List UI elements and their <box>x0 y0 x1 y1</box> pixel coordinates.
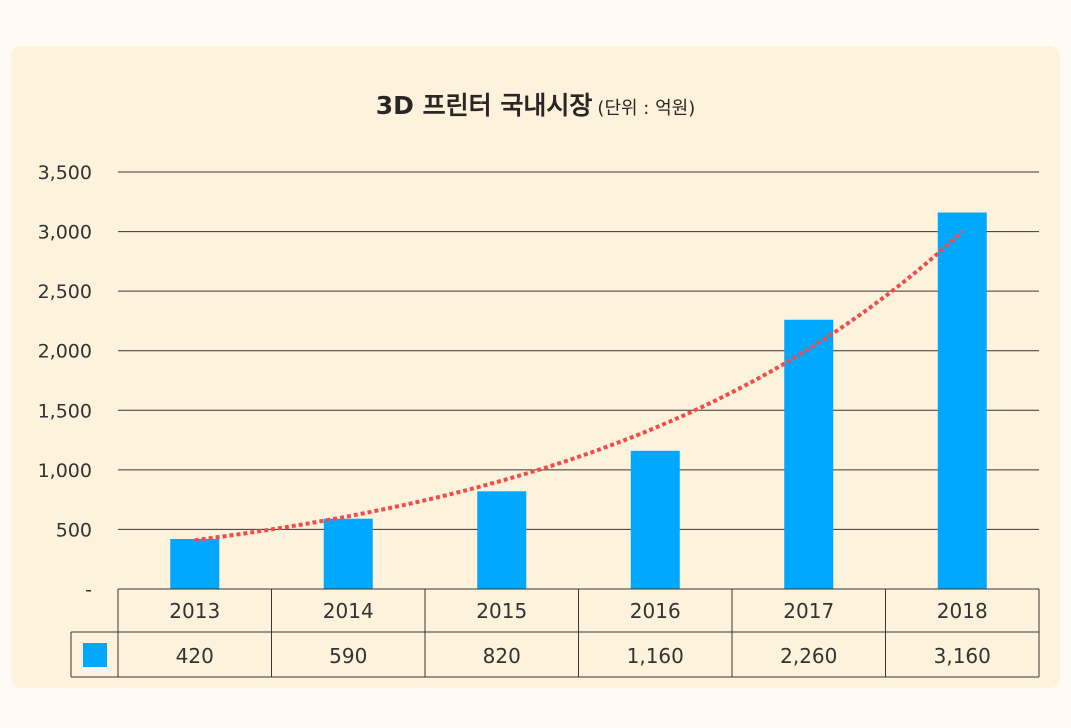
bar-2013 <box>170 538 220 589</box>
x-category-label: 2015 <box>476 599 527 623</box>
y-tick-label: 2,500 <box>38 281 92 303</box>
y-tick-label: - <box>85 579 92 601</box>
y-tick-label: 1,500 <box>38 400 92 422</box>
bar-2017 <box>784 319 834 589</box>
x-category-label: 2018 <box>937 599 988 623</box>
x-category-label: 2014 <box>323 599 374 623</box>
x-category-label: 2017 <box>783 599 834 623</box>
data-value-label: 420 <box>176 644 214 668</box>
data-value-label: 3,160 <box>934 644 991 668</box>
y-tick-label: 2,000 <box>38 341 92 363</box>
x-category-label: 2013 <box>169 599 220 623</box>
y-tick-label: 3,000 <box>38 222 92 244</box>
bar-2018 <box>937 212 987 589</box>
bar-2016 <box>630 450 680 589</box>
bar-2015 <box>477 491 527 589</box>
data-value-label: 590 <box>329 644 367 668</box>
y-tick-label: 1,000 <box>38 460 92 482</box>
chart-title: 3D 프린터 국내시장 (단위 : 억원) <box>0 86 1071 122</box>
y-tick-label: 3,500 <box>38 162 92 184</box>
chart-title-main: 3D 프린터 국내시장 <box>375 91 593 120</box>
chart-unit-label: (단위 : 억원) <box>597 98 696 119</box>
data-value-label: 820 <box>483 644 521 668</box>
x-category-label: 2016 <box>630 599 681 623</box>
legend-swatch <box>83 643 107 667</box>
bar-2014 <box>323 518 373 589</box>
data-value-label: 2,260 <box>780 644 837 668</box>
data-value-label: 1,160 <box>627 644 684 668</box>
trendline <box>194 230 964 543</box>
y-tick-label: 500 <box>56 519 92 541</box>
